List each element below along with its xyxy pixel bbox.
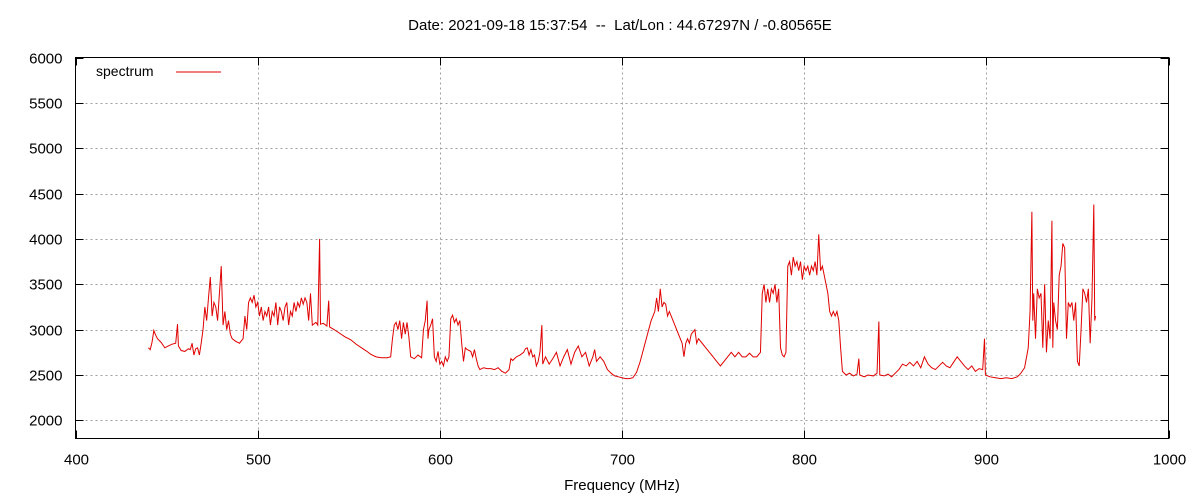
y-tick-label: 3500 bbox=[29, 277, 62, 294]
y-tick-label: 3000 bbox=[29, 323, 62, 340]
x-tick-label: 1000 bbox=[1153, 452, 1186, 469]
x-tick-label: 900 bbox=[974, 452, 999, 469]
x-axis: 400 500 600 700 800 900 1000 bbox=[64, 57, 1186, 469]
y-tick-label: 5000 bbox=[29, 141, 62, 158]
x-tick-label: 500 bbox=[246, 452, 271, 469]
y-tick-label: 5500 bbox=[29, 96, 62, 113]
y-tick-label: 6000 bbox=[29, 51, 62, 68]
y-tick-label: 2500 bbox=[29, 368, 62, 385]
chart-title: Date: 2021-09-18 15:37:54 -- Lat/Lon : 4… bbox=[408, 17, 832, 34]
y-tick-label: 2000 bbox=[29, 413, 62, 430]
y-tick-label: 4500 bbox=[29, 187, 62, 204]
spectrum-line bbox=[148, 204, 1097, 380]
grid bbox=[75, 57, 1169, 439]
x-tick-label: 700 bbox=[610, 452, 635, 469]
x-axis-label: Frequency (MHz) bbox=[564, 477, 680, 494]
legend-label-spectrum: spectrum bbox=[96, 63, 154, 79]
x-tick-label: 800 bbox=[792, 452, 817, 469]
x-tick-label: 600 bbox=[428, 452, 453, 469]
x-tick-label: 400 bbox=[64, 452, 89, 469]
y-tick-label: 4000 bbox=[29, 232, 62, 249]
y-axis: 2000 2500 3000 3500 4000 4500 5000 5500 6000 bbox=[29, 51, 1169, 430]
